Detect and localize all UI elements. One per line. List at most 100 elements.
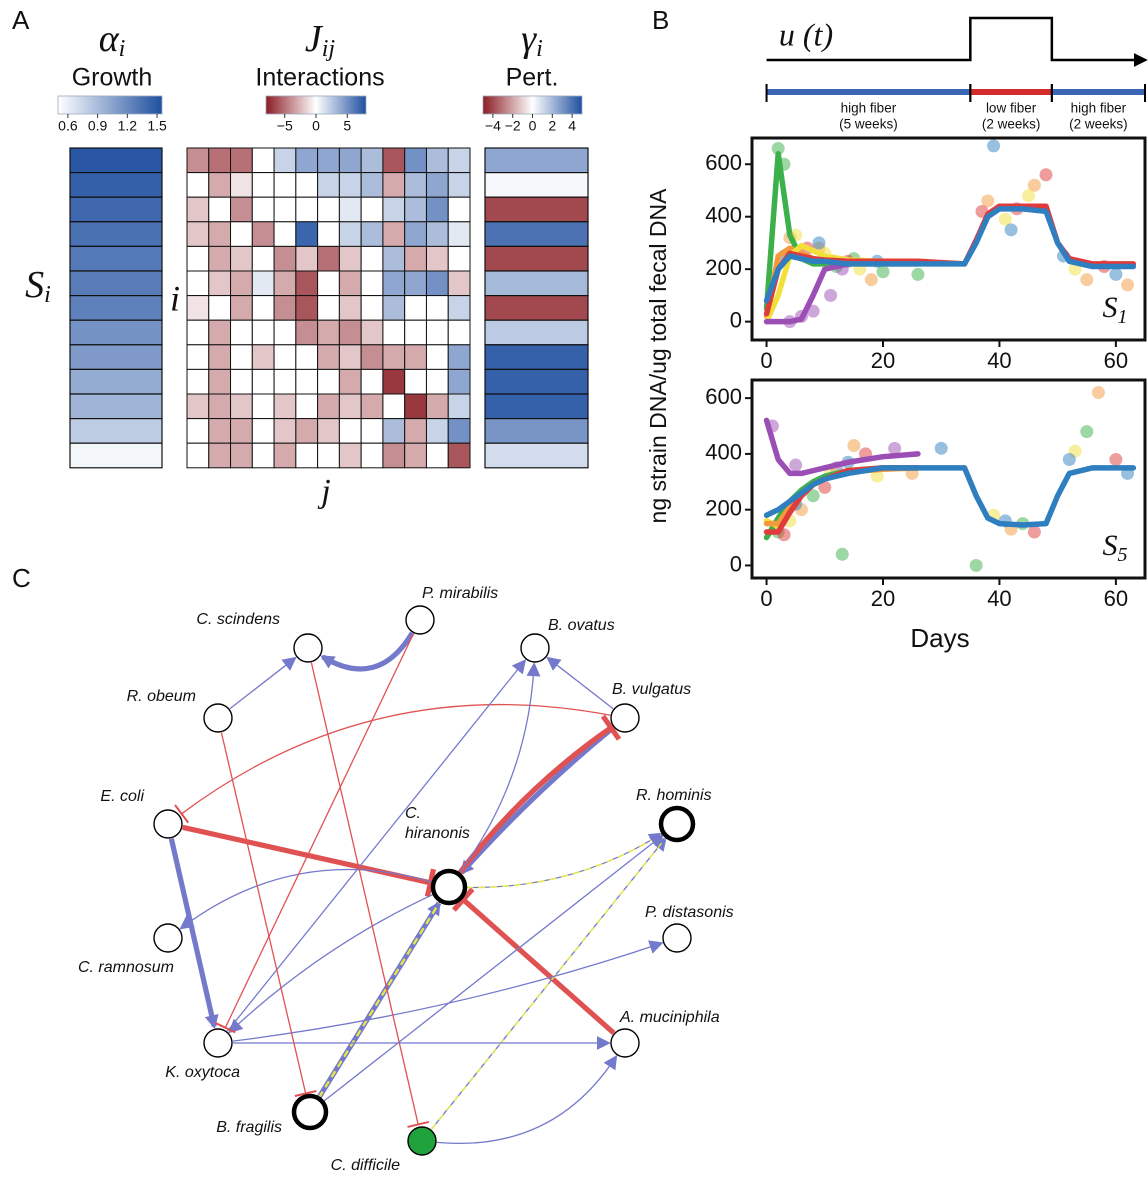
data-dot (1004, 223, 1018, 237)
heatmap-cell (230, 270, 253, 297)
heatmap-cell (186, 147, 210, 174)
edge (461, 897, 616, 1035)
node (203, 703, 233, 733)
heatmap-cell (208, 344, 232, 370)
heatmap-cell (338, 245, 362, 272)
edge (322, 834, 665, 1103)
colorbar (482, 95, 583, 115)
heatmap-cell (251, 319, 275, 346)
heatmap-cell (317, 442, 340, 469)
heatmap-cell (360, 172, 384, 198)
heatmap-cell (404, 245, 427, 272)
heatmap-cell (317, 418, 340, 444)
heatmap-cell (382, 245, 406, 272)
heatmap-cell (69, 270, 163, 297)
heatmap-cell (484, 172, 589, 198)
heatmap-cell (338, 295, 362, 321)
heatmap-cell (317, 393, 340, 420)
heatmap-cell (295, 295, 319, 321)
symbol: α (99, 18, 120, 60)
heatmap-cell (484, 368, 589, 395)
heatmap-cell (295, 196, 319, 223)
colorbar-tick-label: 2 (548, 118, 556, 134)
heatmap-cell (360, 418, 384, 444)
heatmap-cell (208, 418, 232, 444)
heatmap-cell (69, 319, 163, 346)
heatmap-cell (208, 368, 232, 395)
heatmap-cell (69, 172, 163, 198)
heatmap-cell (69, 344, 163, 370)
heatmap-cell (251, 147, 275, 174)
data-dot (911, 267, 925, 281)
data-dot (888, 441, 902, 455)
x-tick-label: 60 (1104, 348, 1128, 373)
plot-area (763, 386, 1137, 572)
heatmap-name: Pert. (506, 64, 559, 92)
edge (458, 662, 541, 874)
heatmap-cell (360, 344, 384, 370)
heatmap-cell (186, 344, 210, 370)
edge (320, 631, 415, 672)
heatmap-cell (230, 368, 253, 395)
heatmap-cell (484, 270, 589, 297)
heatmap-cell (425, 319, 449, 346)
node (291, 1093, 329, 1131)
data-dot (847, 439, 861, 453)
heatmap-cell (382, 344, 406, 370)
edge (228, 893, 434, 1034)
heatmap-cell (186, 245, 210, 272)
data-dot (1062, 452, 1076, 466)
schedule-duration: (5 weeks) (839, 117, 898, 132)
data-dot (771, 141, 785, 155)
heatmap-cell (447, 418, 471, 444)
edge (457, 725, 613, 876)
schedule-duration: (2 weeks) (982, 117, 1041, 132)
heatmap-cell (69, 147, 163, 174)
heatmap-cell (317, 344, 340, 370)
heatmap-cell (382, 319, 406, 346)
symbol: S (1103, 529, 1118, 562)
heatmap-cell (186, 270, 210, 297)
heatmap-cell (382, 221, 406, 247)
heatmap-cell (382, 442, 406, 469)
colorbar-tick-label: 0.9 (88, 118, 108, 134)
node (153, 923, 183, 953)
heatmap-cell (425, 344, 449, 370)
data-dot (1039, 168, 1053, 182)
heatmap-cell (425, 442, 449, 469)
heatmap-cell (273, 196, 297, 223)
data-dot (818, 480, 832, 494)
heatmap-cell (295, 368, 319, 395)
heatmap-name: Growth (72, 64, 153, 92)
heatmap-cell (484, 196, 589, 223)
inhibit-bar (294, 1090, 317, 1097)
heatmap-cell (447, 270, 471, 297)
colorbar-tick-label: 0 (312, 118, 320, 134)
x-tick-label: 20 (871, 586, 895, 611)
heatmap-cell (273, 319, 297, 346)
heatmap-cell (273, 221, 297, 247)
heatmap-cell (338, 418, 362, 444)
heatmap-cell (360, 368, 384, 395)
heatmap-cell (251, 295, 275, 321)
heatmap-cell (484, 442, 589, 469)
subscript: i (536, 36, 543, 62)
heatmap-cell (484, 221, 589, 248)
heatmap-cell (186, 221, 210, 247)
heatmap-cell (186, 295, 210, 321)
y-tick-label: 600 (705, 150, 742, 175)
heatmap-cell (208, 172, 232, 198)
heatmap-cell (447, 344, 471, 370)
node-label: A. muciniphila (619, 1009, 720, 1026)
data-dot (1080, 425, 1094, 439)
heatmap-cell (317, 147, 340, 174)
heatmap-symbol: αi (99, 18, 126, 62)
edge-highlight (465, 833, 662, 889)
panel-label: B (652, 5, 669, 35)
heatmap-cell (273, 245, 297, 272)
heatmap-cell (338, 147, 362, 174)
heatmap-cell (404, 221, 427, 247)
heatmap-cell (208, 295, 232, 321)
edge (232, 940, 664, 1042)
